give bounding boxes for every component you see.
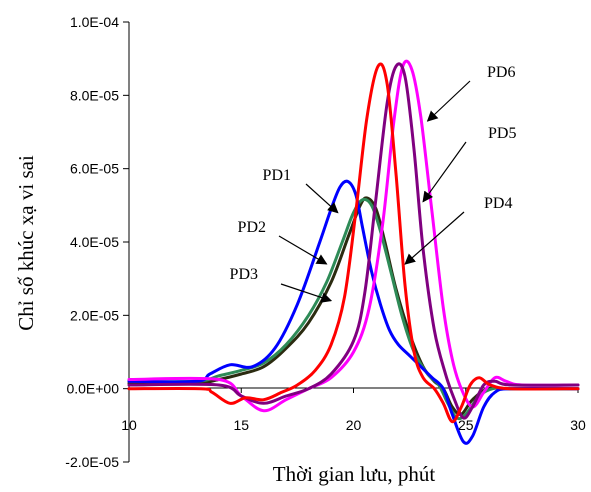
y-axis-title: Chỉ số khúc xạ vi sai <box>14 155 38 331</box>
y-tick-label: 0.0E+00 <box>66 381 119 397</box>
annotation-arrow-pd1 <box>305 183 339 214</box>
x-tick-label: 15 <box>233 417 249 433</box>
annotation-arrow-pd2 <box>278 235 328 265</box>
annotation-label-pd2: PD2 <box>238 219 266 236</box>
y-tick-label: 4.0E-05 <box>70 234 119 250</box>
y-tick-label: 1.0E-04 <box>70 14 119 30</box>
annotation-arrow-pd3 <box>280 283 333 303</box>
annotation-label-pd4: PD4 <box>484 195 512 212</box>
y-tick-label: 6.0E-05 <box>70 161 119 177</box>
annotation-arrow-pd4 <box>404 211 465 265</box>
x-tick-label: 25 <box>458 417 474 433</box>
x-tick-label: 30 <box>570 417 586 433</box>
annotation-label-pd5: PD5 <box>488 125 516 142</box>
annotation-arrow-pd5 <box>422 141 467 203</box>
annotation-label-pd1: PD1 <box>263 167 291 184</box>
y-tick-label: 2.0E-05 <box>70 307 119 323</box>
series-line-pd3 <box>127 196 580 417</box>
annotation-label-pd3: PD3 <box>230 266 258 283</box>
y-tick-label: 8.0E-05 <box>70 87 119 103</box>
series-line-pd5 <box>127 62 580 420</box>
x-tick-label: 20 <box>346 417 362 433</box>
annotation-arrow-pd6 <box>426 80 471 122</box>
series-line-pd6 <box>127 59 580 413</box>
series-line-pd4 <box>127 62 580 424</box>
x-axis-title: Thời gian lưu, phút <box>273 462 436 486</box>
series-line-pd1 <box>127 179 580 445</box>
x-tick-label: 10 <box>121 417 137 433</box>
y-tick-label: -2.0E-05 <box>65 454 119 470</box>
annotation-label-pd6: PD6 <box>487 64 515 81</box>
